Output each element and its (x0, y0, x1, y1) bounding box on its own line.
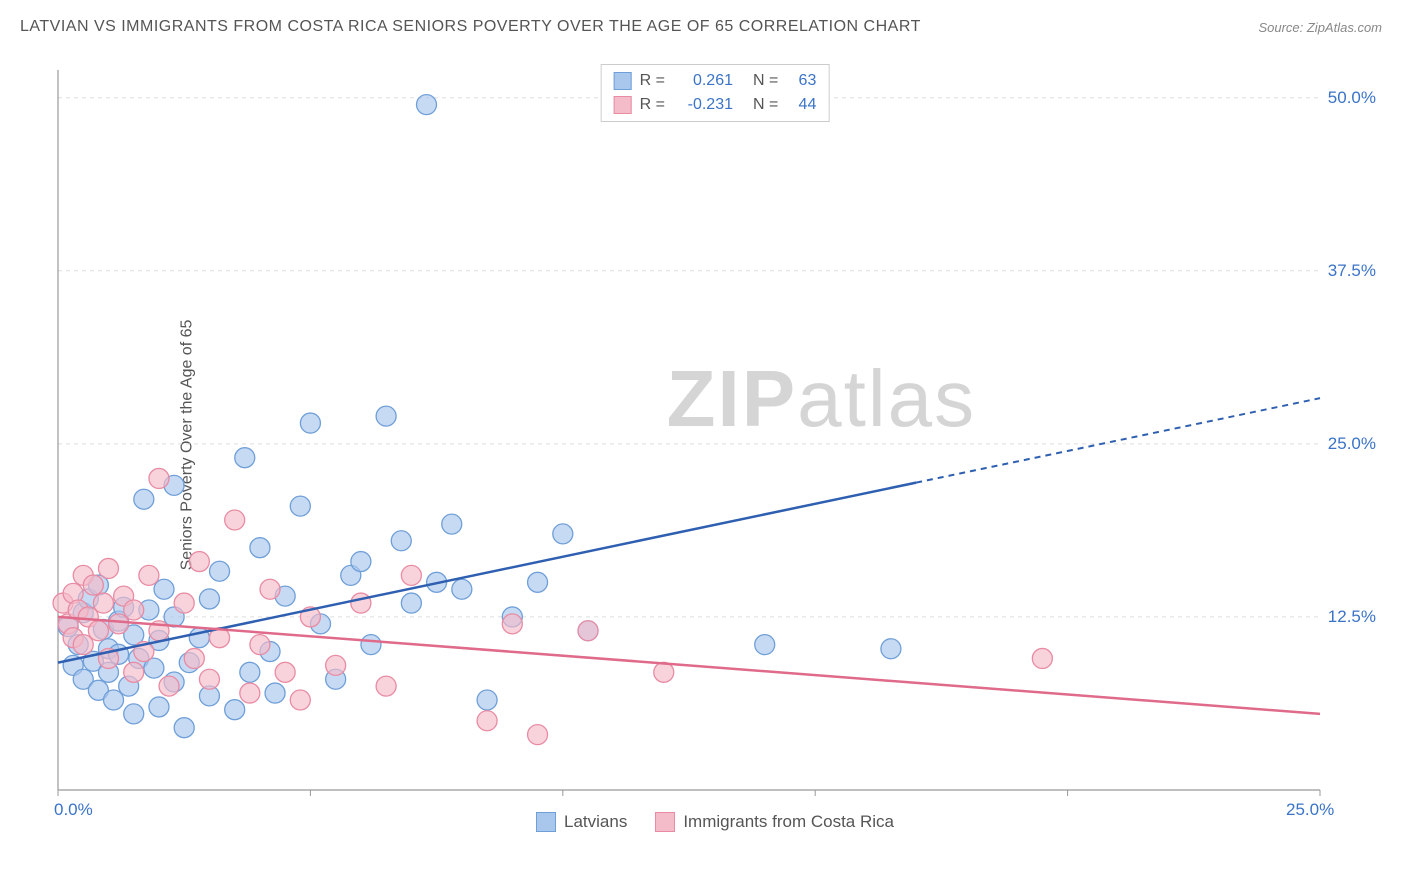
n-label: N = (753, 69, 778, 93)
n-value: 63 (786, 69, 816, 93)
r-label: R = (640, 93, 665, 117)
series-legend: Latvians Immigrants from Costa Rica (536, 812, 894, 832)
r-value: 0.261 (673, 69, 733, 93)
legend-swatch (655, 812, 675, 832)
legend-label: Immigrants from Costa Rica (683, 812, 894, 832)
legend-swatch (614, 72, 632, 90)
y-tick-label: 12.5% (1328, 607, 1376, 627)
y-tick-label: 25.0% (1328, 434, 1376, 454)
correlation-legend: R = 0.261 N = 63 R = -0.231 N = 44 (601, 64, 830, 122)
legend-row: R = -0.231 N = 44 (614, 93, 817, 117)
legend-swatch (614, 96, 632, 114)
y-tick-label: 50.0% (1328, 88, 1376, 108)
x-tick-label: 0.0% (54, 800, 93, 820)
chart-area: Seniors Poverty Over the Age of 65 ZIPat… (50, 60, 1380, 830)
r-label: R = (640, 69, 665, 93)
legend-item: Immigrants from Costa Rica (655, 812, 894, 832)
n-label: N = (753, 93, 778, 117)
x-tick-label: 25.0% (1286, 800, 1334, 820)
chart-title: LATVIAN VS IMMIGRANTS FROM COSTA RICA SE… (20, 18, 921, 36)
legend-label: Latvians (564, 812, 627, 832)
legend-swatch (536, 812, 556, 832)
n-value: 44 (786, 93, 816, 117)
scatter-plot (50, 60, 1380, 830)
legend-row: R = 0.261 N = 63 (614, 69, 817, 93)
r-value: -0.231 (673, 93, 733, 117)
y-tick-label: 37.5% (1328, 261, 1376, 281)
source-attribution: Source: ZipAtlas.com (1258, 20, 1382, 35)
legend-item: Latvians (536, 812, 627, 832)
